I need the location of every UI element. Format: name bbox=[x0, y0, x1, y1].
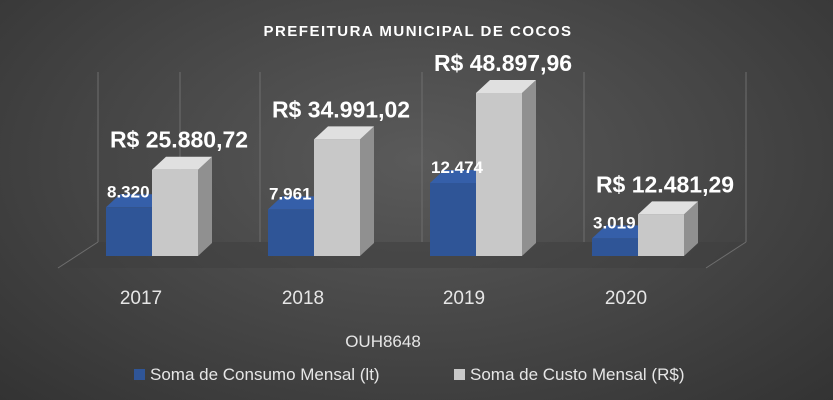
label-custo-2019: R$ 48.897,96 bbox=[434, 50, 572, 76]
bar-custo-2017 bbox=[152, 156, 212, 256]
bar-custo-2018-side bbox=[360, 126, 374, 256]
bar-custo-2019-side bbox=[522, 80, 536, 256]
x-axis-title: OUH8648 bbox=[345, 332, 421, 351]
bar-consumo-2020-front bbox=[592, 238, 638, 256]
chart-title: PREFEITURA MUNICIPAL DE COCOS bbox=[263, 23, 572, 40]
tick-2018: 2018 bbox=[282, 288, 324, 309]
bar-consumo-2018-front bbox=[268, 209, 314, 256]
gridlines bbox=[97, 72, 747, 242]
bar-custo-2019-top bbox=[476, 80, 536, 93]
bar-custo-2017-front bbox=[152, 169, 198, 256]
label-custo-2020: R$ 12.481,29 bbox=[596, 171, 734, 197]
bar-custo-2018-front bbox=[314, 139, 360, 256]
floor-plane bbox=[58, 242, 746, 268]
legend: Soma de Consumo Mensal (lt) Soma de Custo… bbox=[134, 365, 684, 384]
label-consumo-2017: 8.320 bbox=[107, 182, 150, 201]
legend-swatch-0 bbox=[134, 369, 145, 380]
bar-custo-2020-side bbox=[684, 201, 698, 256]
label-custo-2017: R$ 25.880,72 bbox=[110, 127, 248, 153]
tick-2019: 2019 bbox=[443, 288, 485, 309]
data-labels: 8.320 R$ 25.880,72 7.961 R$ 34.991,02 12.474… bbox=[107, 50, 734, 232]
floor-edge bbox=[57, 241, 99, 269]
chart-floor bbox=[57, 241, 747, 269]
bar-consumo-2018-top bbox=[268, 196, 328, 210]
legend-label-1: Soma de Custo Mensal (R$) bbox=[470, 365, 684, 384]
legend-swatch-1 bbox=[454, 369, 465, 380]
legend-label-0: Soma de Consumo Mensal (lt) bbox=[150, 365, 380, 384]
bar-custo-2019-front bbox=[476, 93, 522, 256]
bar-consumo-2019-top bbox=[430, 170, 490, 183]
label-consumo-2018: 7.961 bbox=[269, 184, 312, 203]
bar-custo-2018 bbox=[314, 126, 374, 256]
label-consumo-2020: 3.019 bbox=[593, 213, 636, 232]
bar-custo-2018-top bbox=[314, 126, 374, 140]
bar-custo-2020 bbox=[638, 201, 698, 256]
bar-custo-2017-top bbox=[152, 156, 212, 170]
bars bbox=[106, 80, 698, 256]
bar-consumo-2017-front bbox=[106, 207, 152, 256]
bar-consumo-2019-front bbox=[430, 183, 476, 256]
tick-2020: 2020 bbox=[605, 288, 647, 309]
bar-consumo-2020-top bbox=[592, 225, 652, 239]
tick-2017: 2017 bbox=[120, 288, 162, 309]
bar-custo-2017-side bbox=[198, 156, 212, 256]
floor-edge bbox=[705, 241, 747, 269]
bar-custo-2019 bbox=[476, 80, 536, 256]
bar-consumo-2017-top bbox=[106, 194, 166, 208]
x-axis-ticks: 2017 2018 2019 2020 bbox=[120, 288, 647, 309]
bar-custo-2020-top bbox=[638, 201, 698, 215]
bar-custo-2020-front bbox=[638, 214, 684, 256]
label-consumo-2019: 12.474 bbox=[431, 158, 484, 177]
label-custo-2018: R$ 34.991,02 bbox=[272, 96, 410, 122]
